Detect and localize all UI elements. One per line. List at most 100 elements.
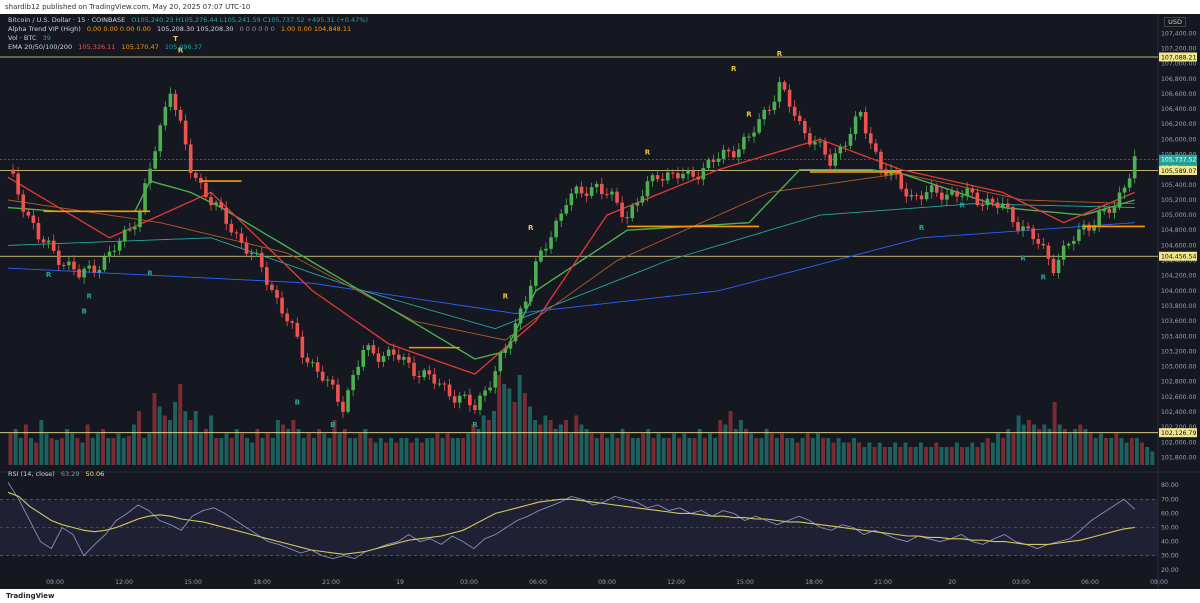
candle-body	[772, 101, 777, 111]
time-tick-label: 12:00	[667, 579, 685, 586]
candle-body	[275, 289, 279, 298]
candle-body	[539, 250, 543, 262]
volume-name[interactable]: Vol · BTC	[8, 34, 37, 42]
volume-bar	[615, 438, 620, 465]
time-tick-label: 03:00	[1012, 579, 1030, 586]
volume-bar	[1001, 438, 1006, 465]
volume-bar	[507, 388, 512, 465]
rsi-name[interactable]: RSI (14, close)	[8, 470, 55, 478]
volume-bar	[358, 433, 363, 465]
volume-bar	[486, 420, 491, 465]
candle-body	[940, 192, 944, 200]
attribution-text: shardib12 published on TradingView.com, …	[5, 3, 251, 11]
candle-body	[21, 194, 26, 212]
time-tick-label: 15:00	[184, 579, 202, 586]
candle-body	[950, 191, 954, 195]
candle-body	[325, 379, 330, 381]
chart-area[interactable]: 107,400.00 107,200.00 107,000.00 106,800.00…	[0, 14, 1200, 589]
candle-body	[77, 269, 81, 278]
price-label-box	[1159, 52, 1197, 62]
volume-bar	[620, 429, 625, 465]
candle-body	[726, 149, 731, 152]
volume-bar	[805, 433, 810, 465]
candle-body	[676, 173, 680, 179]
signal-label: R	[472, 421, 478, 429]
price-tick-label: 101,800.00	[1161, 454, 1196, 461]
candle-body	[26, 211, 31, 216]
candle-body	[214, 202, 218, 206]
attribution-bar: shardib12 published on TradingView.com, …	[0, 0, 1200, 14]
volume-bar	[29, 438, 34, 465]
candle-body	[346, 390, 350, 412]
candle-body	[396, 354, 401, 360]
volume-bar	[1150, 451, 1155, 465]
ema-legend-row: EMA 20/50/100/200 105,326.11 105,170.47 …	[8, 43, 206, 51]
candle-body	[579, 186, 584, 194]
price-tick-label: 105,400.00	[1161, 182, 1196, 189]
candle-body	[554, 220, 558, 238]
price-tick-label: 103,400.00	[1161, 333, 1196, 340]
candle-body	[493, 371, 498, 388]
price-tick-label: 104,800.00	[1161, 227, 1196, 234]
signal-label: R	[503, 292, 509, 300]
price-tick-label: 102,400.00	[1161, 409, 1196, 416]
candle-body	[747, 136, 751, 138]
volume-bar	[810, 438, 815, 465]
candle-body	[990, 198, 995, 203]
volume-bar	[846, 442, 851, 465]
currency-button[interactable]: USD	[1164, 17, 1186, 27]
candle-body	[868, 133, 873, 144]
volume-bar	[553, 429, 558, 465]
price-label-box	[1159, 165, 1197, 175]
time-tick-label: 06:00	[529, 579, 547, 586]
price-tick-label: 104,200.00	[1161, 273, 1196, 280]
symbol-title[interactable]: Bitcoin / U.S. Dollar · 15 · COINBASE	[8, 16, 126, 24]
candle-body	[742, 136, 746, 150]
volume-bar	[1140, 442, 1145, 465]
candle-body	[1006, 203, 1010, 207]
volume-bar	[440, 438, 445, 465]
volume-bar	[888, 447, 892, 465]
candle-body	[1087, 224, 1091, 231]
ema-name[interactable]: EMA 20/50/100/200	[8, 43, 73, 51]
candle-body	[721, 149, 726, 159]
volume-bar	[101, 429, 106, 465]
candle-body	[787, 89, 792, 107]
candle-body	[107, 251, 112, 257]
volume-bar	[939, 447, 944, 465]
candle-body	[402, 357, 406, 360]
volume-bar	[790, 438, 795, 465]
time-tick-label: 19	[396, 579, 404, 586]
volume-bar	[445, 433, 450, 465]
candle-body	[320, 371, 325, 381]
volume-bar	[1145, 447, 1150, 465]
price-tick-label: 102,600.00	[1161, 394, 1196, 401]
chart-canvas[interactable]: 107,400.00 107,200.00 107,000.00 106,800.00…	[0, 14, 1200, 589]
volume-bar	[337, 433, 342, 465]
candle-body	[168, 93, 173, 107]
ohlc-values: O105,240.23 H105,276.44 L105,241.59 C105…	[131, 16, 368, 24]
candle-body	[752, 132, 756, 137]
candle-body	[843, 145, 848, 147]
volume-bar	[1032, 424, 1036, 465]
volume-bar	[975, 447, 980, 465]
candle-body	[706, 159, 711, 169]
volume-bar	[466, 433, 471, 465]
signal-label: R	[645, 149, 651, 157]
candle-body	[122, 229, 127, 242]
alpha-trend-name[interactable]: Alpha Trend VIP (High)	[8, 25, 81, 33]
volume-bar	[296, 429, 301, 465]
volume-bar	[250, 442, 255, 465]
ema-200-line	[7, 222, 1135, 314]
candle-body	[1021, 226, 1025, 231]
candle-body	[67, 261, 71, 266]
volume-bar	[342, 429, 347, 465]
candle-body	[686, 170, 690, 174]
signal-label: R	[528, 224, 534, 232]
volume-bar	[260, 438, 265, 465]
volume-bar	[1021, 424, 1026, 465]
volume-bar	[651, 438, 656, 465]
volume-bar	[918, 442, 923, 465]
candle-body	[204, 182, 208, 198]
volume-bar	[131, 424, 136, 465]
